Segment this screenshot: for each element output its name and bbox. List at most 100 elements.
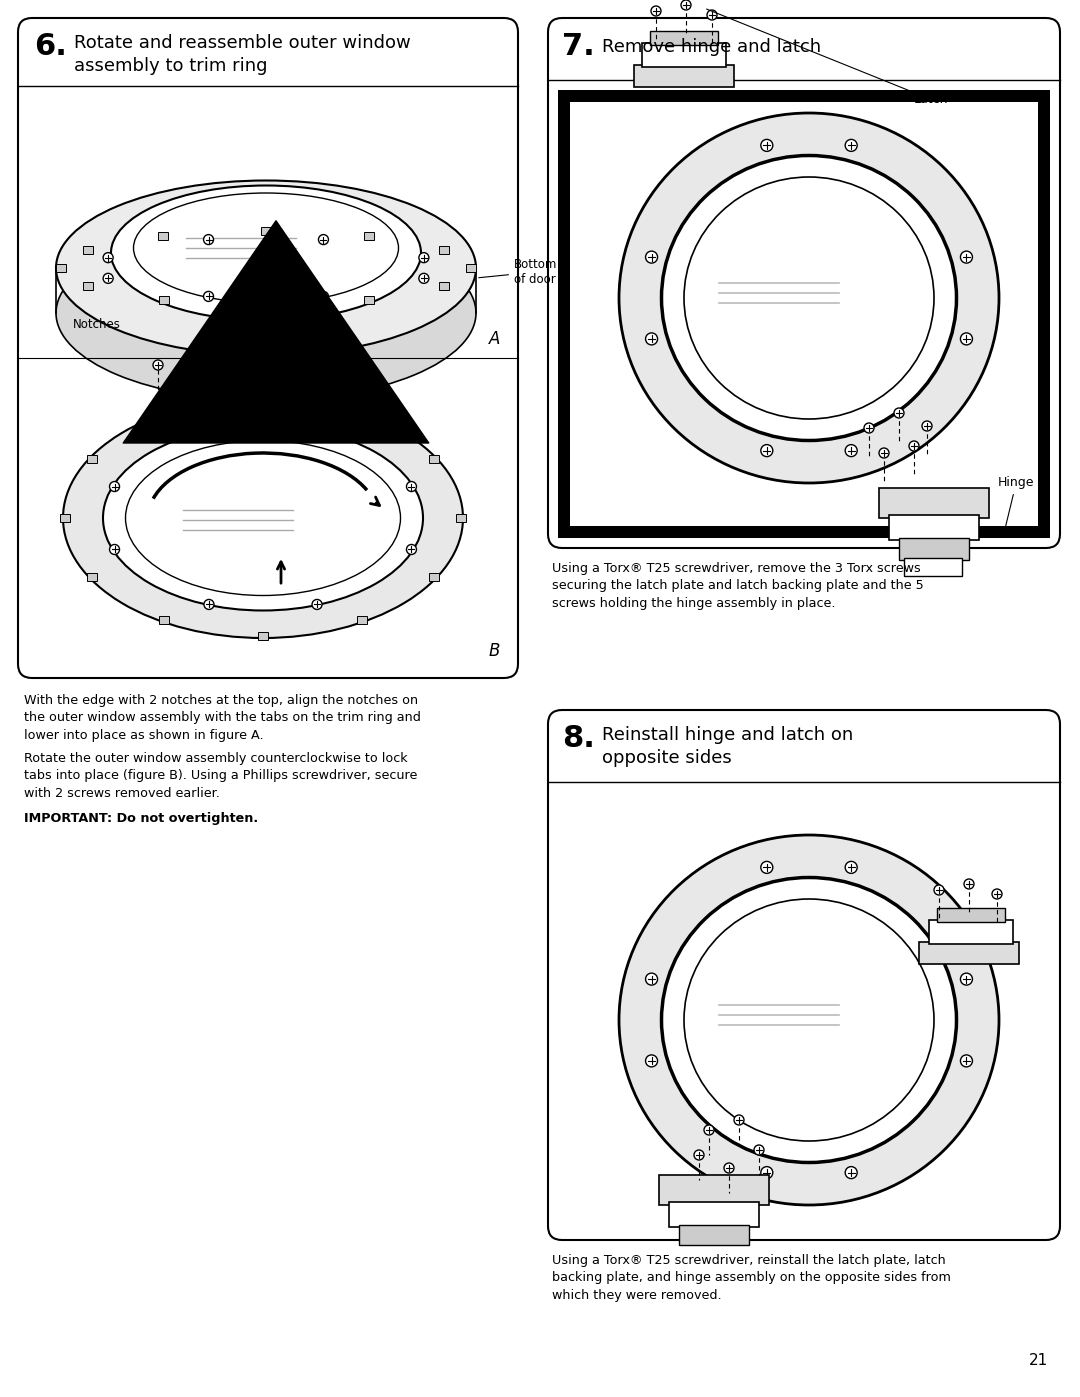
Circle shape xyxy=(646,974,658,985)
Circle shape xyxy=(707,10,717,20)
Bar xyxy=(159,296,168,305)
Ellipse shape xyxy=(56,180,476,355)
Bar xyxy=(904,557,962,576)
Circle shape xyxy=(651,6,661,15)
Bar xyxy=(570,102,1038,527)
Text: Using a Torx® T25 screwdriver, remove the 3 Torx screws
securing the latch plate: Using a Torx® T25 screwdriver, remove th… xyxy=(552,562,923,610)
Ellipse shape xyxy=(684,177,934,419)
Circle shape xyxy=(419,253,429,263)
Circle shape xyxy=(312,599,322,609)
Text: Latch: Latch xyxy=(706,8,948,106)
Circle shape xyxy=(303,355,313,365)
Ellipse shape xyxy=(619,113,999,483)
FancyBboxPatch shape xyxy=(548,18,1059,548)
Bar xyxy=(86,573,96,581)
Bar xyxy=(937,908,1005,922)
Circle shape xyxy=(681,0,691,10)
Circle shape xyxy=(960,332,972,345)
Text: Using a Torx® T25 screwdriver, reinstall the latch plate, latch
backing plate, a: Using a Torx® T25 screwdriver, reinstall… xyxy=(552,1255,950,1302)
Bar xyxy=(438,246,448,253)
Ellipse shape xyxy=(684,900,934,1141)
Circle shape xyxy=(846,1166,858,1179)
Circle shape xyxy=(153,360,163,370)
Circle shape xyxy=(646,332,658,345)
Bar xyxy=(650,31,718,45)
Bar xyxy=(558,89,1050,538)
Circle shape xyxy=(694,1150,704,1160)
Text: A: A xyxy=(488,330,500,348)
Text: Reinstall hinge and latch on
opposite sides: Reinstall hinge and latch on opposite si… xyxy=(602,726,853,767)
Text: Rotate the outer window assembly counterclockwise to lock
tabs into place (figur: Rotate the outer window assembly counter… xyxy=(24,752,417,800)
Bar xyxy=(919,942,1020,964)
Circle shape xyxy=(646,1055,658,1067)
Circle shape xyxy=(909,441,919,451)
Text: IMPORTANT: Do not overtighten.: IMPORTANT: Do not overtighten. xyxy=(24,812,258,826)
Ellipse shape xyxy=(63,398,463,638)
Bar xyxy=(879,488,989,518)
Bar xyxy=(899,538,969,560)
Circle shape xyxy=(846,862,858,873)
Text: Remove hinge and latch: Remove hinge and latch xyxy=(602,38,821,56)
Bar xyxy=(258,395,268,404)
Circle shape xyxy=(754,1146,764,1155)
Circle shape xyxy=(204,599,214,609)
Circle shape xyxy=(964,879,974,888)
Ellipse shape xyxy=(111,186,421,320)
Circle shape xyxy=(406,545,417,555)
Bar xyxy=(889,515,978,541)
Circle shape xyxy=(960,974,972,985)
Circle shape xyxy=(760,444,773,457)
Bar xyxy=(60,514,70,522)
Circle shape xyxy=(319,292,328,302)
Ellipse shape xyxy=(661,155,957,440)
Text: Rotate and reassemble outer window
assembly to trim ring: Rotate and reassemble outer window assem… xyxy=(75,34,410,75)
Text: Notches: Notches xyxy=(73,319,121,331)
Text: 7.: 7. xyxy=(562,32,595,61)
Bar xyxy=(159,232,168,240)
Circle shape xyxy=(704,1125,714,1134)
Bar xyxy=(258,631,268,640)
FancyBboxPatch shape xyxy=(548,710,1059,1241)
Text: Bottom
of door: Bottom of door xyxy=(478,258,557,286)
Circle shape xyxy=(203,292,214,302)
Circle shape xyxy=(993,888,1002,900)
Bar xyxy=(261,228,271,235)
Circle shape xyxy=(960,1055,972,1067)
Circle shape xyxy=(760,1166,773,1179)
Text: 6.: 6. xyxy=(33,32,67,61)
Bar xyxy=(261,300,271,309)
Bar xyxy=(929,921,1013,944)
Bar xyxy=(86,455,96,462)
Text: Hinge: Hinge xyxy=(998,476,1035,531)
Ellipse shape xyxy=(134,193,399,303)
Circle shape xyxy=(760,862,773,873)
Bar xyxy=(642,43,726,67)
Circle shape xyxy=(846,140,858,151)
Bar xyxy=(56,264,66,272)
Circle shape xyxy=(419,274,429,284)
Circle shape xyxy=(204,426,214,436)
Bar xyxy=(669,1201,759,1227)
Circle shape xyxy=(864,423,874,433)
Ellipse shape xyxy=(619,835,999,1206)
Bar xyxy=(430,455,440,462)
Bar xyxy=(357,412,367,420)
Bar xyxy=(357,616,367,624)
FancyBboxPatch shape xyxy=(18,18,518,678)
Circle shape xyxy=(109,545,120,555)
Bar xyxy=(679,1225,750,1245)
Circle shape xyxy=(312,426,322,436)
Ellipse shape xyxy=(56,225,476,401)
Circle shape xyxy=(879,448,889,458)
Text: 8.: 8. xyxy=(562,724,595,753)
Bar xyxy=(456,514,465,522)
Bar xyxy=(364,296,374,305)
Circle shape xyxy=(934,886,944,895)
Circle shape xyxy=(406,482,417,492)
Circle shape xyxy=(103,274,113,284)
Bar xyxy=(430,573,440,581)
Bar xyxy=(634,66,734,87)
Circle shape xyxy=(960,251,972,263)
Bar xyxy=(83,282,94,291)
Text: With the edge with 2 notches at the top, align the notches on
the outer window a: With the edge with 2 notches at the top,… xyxy=(24,694,421,742)
